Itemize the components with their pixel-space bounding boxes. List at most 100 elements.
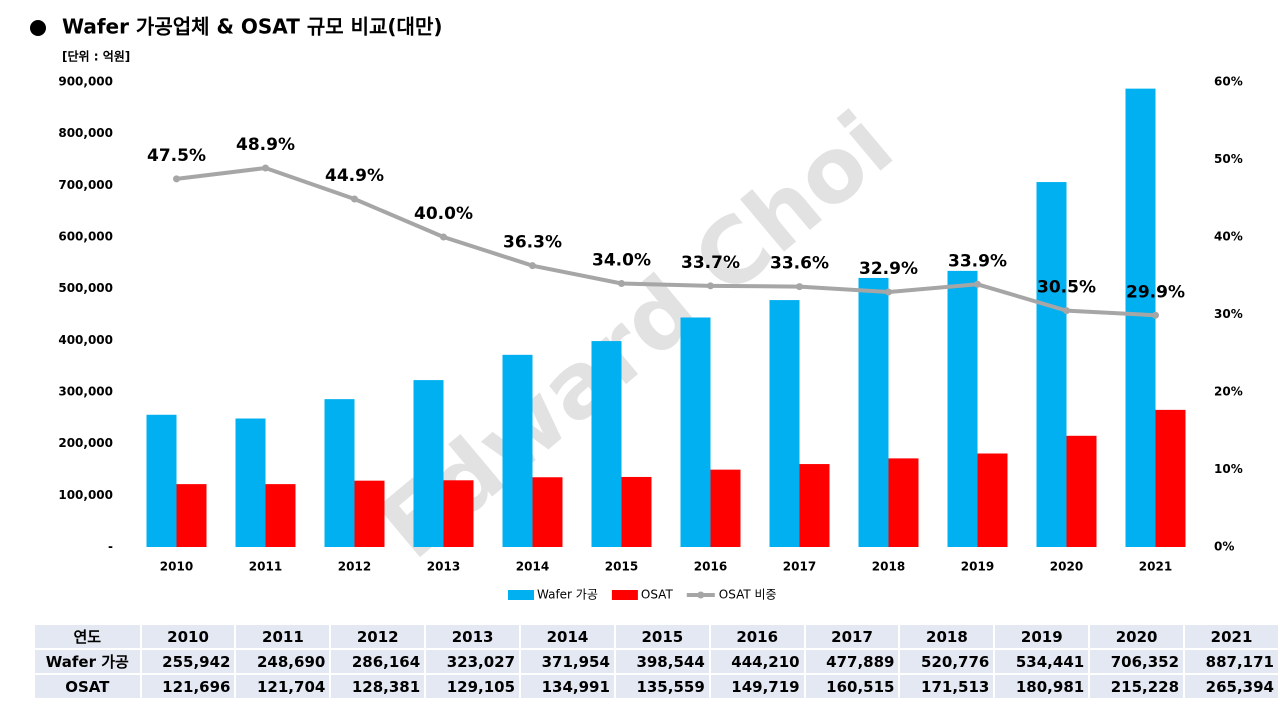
y-tick-label: 400,000	[58, 333, 113, 347]
table-cell: 2017	[803, 623, 901, 650]
line-point	[173, 175, 180, 183]
legend-swatch	[508, 590, 534, 600]
x-tick-label: 2010	[160, 560, 193, 574]
bar	[354, 480, 385, 547]
bar	[146, 414, 177, 547]
data-table: 연도 2010 2011 2012 2013 2014 2015 2016 2017 2018 20…	[33, 623, 1280, 700]
table-cell: 286,164	[329, 648, 427, 675]
data-label: 44.9%	[325, 166, 384, 186]
legend-label: OSAT 비중	[719, 588, 777, 602]
y-tick-label: 100,000	[58, 488, 113, 502]
table-cell: 371,954	[519, 648, 616, 675]
table-cell: 255,942	[139, 648, 237, 675]
table-cell: 215,228	[1088, 673, 1186, 700]
table-cell: 171,513	[898, 673, 996, 700]
table-cell: 444,210	[708, 648, 806, 675]
y2-tick-label: 20%	[1214, 385, 1243, 399]
table-cell: 477,889	[803, 648, 901, 675]
bar	[888, 458, 919, 547]
table-cell: 135,559	[613, 673, 711, 700]
data-label: 40.0%	[414, 204, 473, 224]
y2-tick-label: 40%	[1214, 230, 1243, 244]
bar	[265, 484, 296, 547]
x-tick-label: 2014	[516, 560, 549, 574]
x-tick-label: 2011	[249, 560, 282, 574]
table-cell: 248,690	[234, 648, 332, 675]
table-cell: 520,776	[898, 648, 996, 675]
bar	[1066, 435, 1097, 547]
table-cell: 706,352	[1088, 648, 1186, 675]
bar	[413, 380, 444, 547]
line-point	[796, 283, 803, 291]
table-cell: 134,991	[519, 673, 616, 700]
data-label: 30.5%	[1037, 278, 1096, 298]
line	[176, 165, 1156, 318]
x-tick-label: 2013	[427, 560, 460, 574]
y2-tick-label: 0%	[1214, 540, 1234, 554]
y-tick-label: 800,000	[58, 126, 113, 140]
table-cell: 128,381	[329, 673, 427, 700]
bar	[176, 484, 207, 547]
line-point	[707, 282, 714, 290]
x-tick-label: 2021	[1139, 560, 1172, 574]
table-cell: 2019	[993, 623, 1091, 650]
line-point	[618, 280, 625, 287]
y2-tick-label: 10%	[1214, 462, 1243, 476]
y2-tick-label: 50%	[1214, 152, 1243, 166]
bar	[502, 354, 533, 547]
data-label: 48.9%	[236, 135, 295, 155]
y2-tick-label: 30%	[1214, 307, 1243, 321]
bar	[591, 341, 622, 547]
table-cell: 2013	[424, 623, 522, 650]
y-tick-label: 300,000	[58, 385, 113, 399]
x-tick-label: 2016	[694, 560, 727, 574]
table-cell: 323,027	[424, 648, 522, 675]
data-label: 34.0%	[592, 251, 651, 271]
bar	[947, 270, 978, 547]
table-cell: 149,719	[708, 673, 806, 700]
table-cell: OSAT	[33, 673, 142, 700]
legend-swatch	[611, 590, 638, 600]
bar	[1155, 409, 1186, 547]
table-cell: 2012	[329, 623, 427, 650]
y-tick-label: 700,000	[58, 178, 113, 192]
x-tick-label: 2018	[872, 560, 905, 574]
bar	[680, 317, 711, 547]
table-cell: 2016	[708, 623, 806, 650]
table-cell: 2020	[1088, 623, 1186, 650]
x-tick-label: 2012	[338, 560, 371, 574]
line-point	[974, 280, 981, 288]
y2-tick-label: 60%	[1214, 75, 1243, 89]
table-cell: 2021	[1183, 623, 1280, 650]
line-point	[1063, 307, 1070, 315]
bar	[324, 399, 355, 547]
bar	[1036, 182, 1067, 548]
bar	[532, 477, 563, 547]
line-point	[262, 164, 269, 172]
table-cell: 2010	[139, 623, 237, 650]
data-label: 36.3%	[503, 233, 562, 253]
data-label: 29.9%	[1126, 282, 1185, 302]
y-tick-label: -	[108, 540, 113, 554]
bar	[710, 469, 741, 547]
table-cell: 534,441	[993, 648, 1091, 675]
bar	[1125, 88, 1156, 547]
chart: Wafer 가공업체 & OSAT 규모 비교(대만) [단위 : 억원] Ed…	[30, 15, 1243, 602]
table-cell: 265,394	[1183, 673, 1280, 700]
data-label: 33.6%	[770, 254, 829, 274]
table-row: OSAT 121,696 121,704 128,381 129,105 134,991 1…	[33, 673, 1280, 700]
x-tick-label: 2019	[961, 560, 994, 574]
line-point	[351, 195, 358, 203]
y-tick-label: 500,000	[58, 281, 113, 295]
table-cell: 398,544	[613, 648, 711, 675]
line-point	[529, 262, 536, 270]
table-cell: 129,105	[424, 673, 522, 700]
x-tick-label: 2020	[1050, 560, 1083, 574]
bar	[858, 277, 889, 547]
unit-label: [단위 : 억원]	[62, 49, 130, 64]
line-point	[440, 233, 447, 241]
table-cell: 2018	[898, 623, 996, 650]
table-cell: 연도	[33, 623, 142, 650]
table-cell: 887,171	[1183, 648, 1280, 675]
